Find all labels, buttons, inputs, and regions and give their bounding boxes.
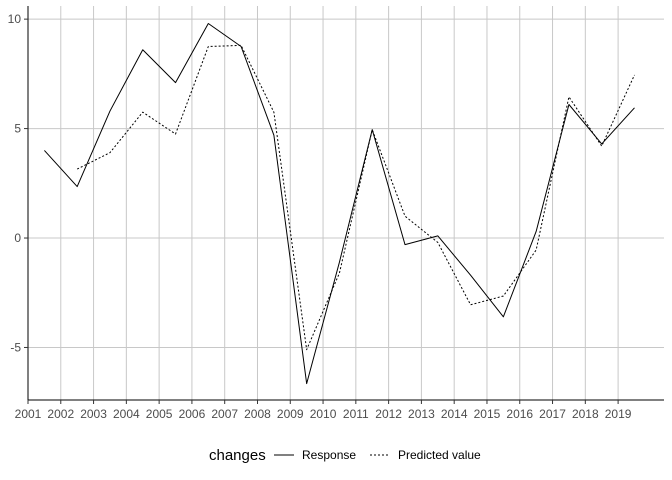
x-tick-label-2019: 2019	[605, 407, 632, 421]
legend-label-predicted-value: Predicted value	[398, 448, 481, 462]
x-tick-label-2005: 2005	[146, 407, 173, 421]
x-tick-label-2018: 2018	[572, 407, 599, 421]
x-tick-label-2016: 2016	[506, 407, 533, 421]
x-tick-label-2009: 2009	[277, 407, 304, 421]
series-line-0	[44, 23, 635, 385]
legend: changes Response Predicted value	[209, 447, 481, 464]
y-tick-label-3: 10	[8, 12, 22, 26]
axes	[24, 6, 664, 404]
legend-label-response: Response	[302, 448, 356, 462]
tick-labels: 2001 2002 2003 2004 2005 2006 2007 2008 2009 2010…	[8, 12, 632, 421]
x-tick-label-2001: 2001	[15, 407, 42, 421]
x-tick-label-2004: 2004	[113, 407, 140, 421]
x-tick-label-2015: 2015	[474, 407, 501, 421]
series-line-1	[76, 44, 635, 351]
x-tick-label-2002: 2002	[47, 407, 74, 421]
x-tick-label-2010: 2010	[310, 407, 337, 421]
y-tick-label-2: 5	[14, 122, 21, 136]
grid-lines	[27, 6, 664, 400]
y-tick-label-0: -5	[10, 340, 21, 354]
x-tick-label-2012: 2012	[375, 407, 402, 421]
y-tick-label-1: 0	[14, 231, 21, 245]
x-tick-label-2013: 2013	[408, 407, 435, 421]
x-tick-label-2007: 2007	[211, 407, 238, 421]
x-tick-label-2011: 2011	[343, 407, 369, 421]
x-tick-label-2003: 2003	[80, 407, 107, 421]
x-tick-label-2008: 2008	[244, 407, 271, 421]
data-series	[44, 23, 635, 385]
legend-title: changes	[209, 447, 266, 464]
x-tick-label-2014: 2014	[441, 407, 468, 421]
x-tick-label-2017: 2017	[539, 407, 566, 421]
x-tick-label-2006: 2006	[179, 407, 206, 421]
